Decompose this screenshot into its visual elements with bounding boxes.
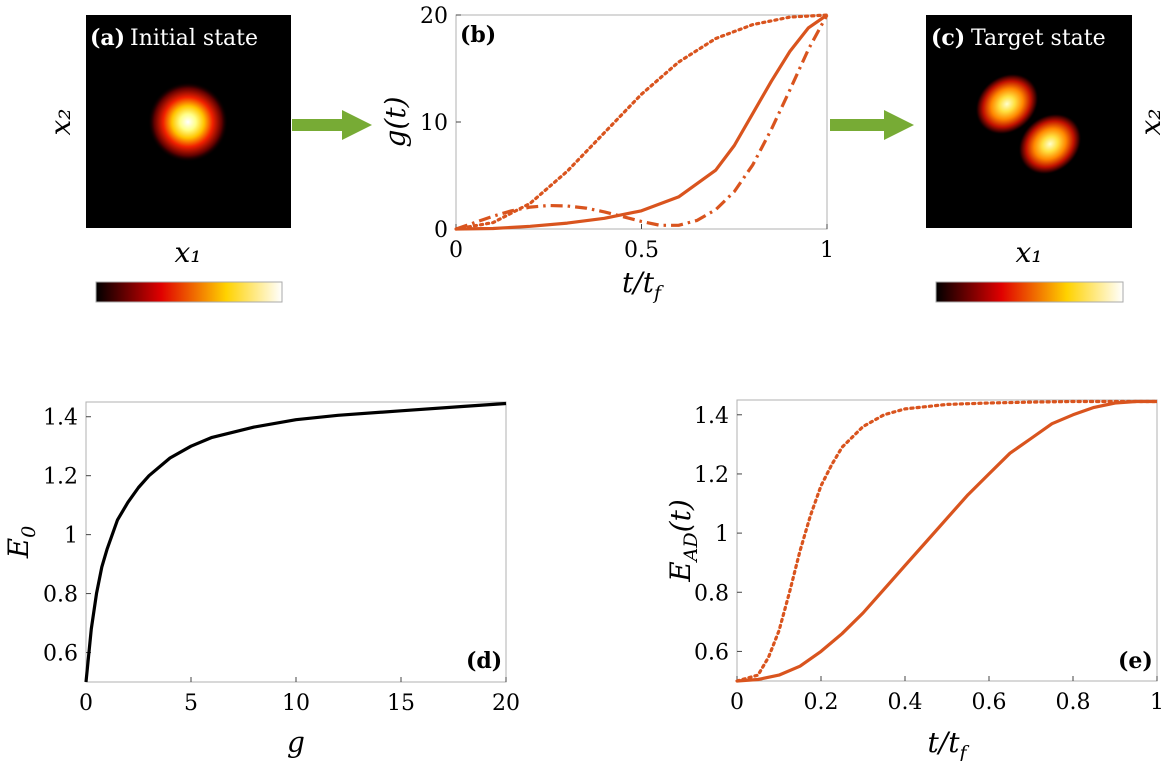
panel-c-ylabel: x₂	[1134, 108, 1167, 135]
chart-d-ytick-label: 1.2	[43, 465, 78, 490]
chart-d-xtick-label: 20	[492, 691, 520, 716]
panel-c-cbtick-0: 0	[931, 262, 941, 280]
chart-b-xtick-label: 0	[449, 238, 463, 263]
chart-b-series-solid	[456, 15, 827, 229]
panel-c-xlabel: x₁	[1015, 236, 1042, 269]
chart-b-ytick-label: 20	[420, 4, 448, 29]
chart-e-xtick-label: 0	[730, 690, 744, 715]
chart-e-xlabel: t/tf	[928, 726, 970, 761]
chart-d-xtick-label: 0	[79, 691, 93, 716]
chart-e-xtick-label: 0.4	[888, 690, 923, 715]
chart-e-xtick-label: 0.2	[804, 690, 839, 715]
panel-a-cbtick-2: 0.1	[200, 262, 224, 280]
chart-e-ytick-label: 1	[715, 522, 729, 547]
chart-d: 0 5 10 15 20 0.6 0.8 1 1.2 1.4 (d) g E0	[2, 402, 520, 759]
panel-a-cbtick-3: 0.15	[253, 262, 286, 280]
chart-e-frame	[737, 400, 1157, 681]
chart-b-ylabel: g(t)	[379, 96, 412, 147]
panel-a-wavepacket	[148, 82, 228, 162]
arrow-b-to-c	[830, 110, 914, 140]
chart-d-series-solid	[86, 404, 506, 683]
chart-e-series-solid	[737, 402, 1157, 682]
panel-a-colorbar	[96, 282, 282, 302]
chart-e-ytick-label: 0.6	[694, 640, 729, 665]
panel-a-label: (a)	[90, 25, 125, 51]
chart-e: 0 0.2 0.4 0.6 0.8 1 0.6 0.8 1 1.2 1.4 (e) t/tf EAD(t)	[664, 400, 1164, 761]
chart-d-ytick-label: 0.8	[43, 583, 78, 608]
chart-b-panel-label: (b)	[460, 22, 496, 48]
panel-c: (c) Target state 0 0.05 0.1 x₁ x₂	[926, 15, 1167, 302]
chart-d-ytick-label: 1.4	[43, 406, 78, 431]
panel-c-title: Target state	[971, 26, 1106, 51]
panel-c-colorbar	[936, 282, 1123, 302]
chart-d-panel-label: (d)	[466, 648, 502, 674]
panel-a: (a) Initial state 0 0.05 0.1 0.15 x₁ x₂	[44, 15, 291, 302]
chart-d-xlabel: g	[287, 726, 305, 759]
chart-d-frame	[86, 402, 506, 682]
chart-e-panel-label: (e)	[1118, 648, 1153, 674]
chart-e-xtick-label: 0.8	[1056, 690, 1091, 715]
panel-c-cbtick-2: 0.1	[1093, 262, 1117, 280]
chart-e-series-dotted	[737, 402, 1157, 682]
chart-d-xtick-label: 5	[184, 691, 198, 716]
chart-b-ytick-label: 10	[420, 111, 448, 136]
chart-b-ytick-label: 0	[434, 218, 448, 243]
panel-a-xlabel: x₁	[174, 236, 201, 269]
panel-a-ylabel: x₂	[44, 108, 77, 135]
chart-e-ytick-label: 1.2	[694, 463, 729, 488]
chart-d-xtick-label: 10	[282, 691, 310, 716]
arrow-a-to-b	[292, 110, 372, 140]
chart-d-ytick-label: 0.6	[43, 642, 78, 667]
panel-a-title: Initial state	[130, 26, 258, 51]
panel-c-label: (c)	[931, 25, 965, 51]
chart-e-xtick-label: 1	[1150, 690, 1164, 715]
chart-d-ytick-label: 1	[64, 524, 78, 549]
chart-b-series-dotted	[456, 15, 827, 229]
chart-e-ylabel: EAD(t)	[664, 499, 702, 583]
chart-b-series-dashdot	[456, 15, 827, 229]
chart-e-ytick-label: 1.4	[694, 404, 729, 429]
panel-a-cbtick-1: 0.05	[137, 262, 170, 280]
chart-e-xtick-label: 0.6	[972, 690, 1007, 715]
chart-b-xtick-label: 0.5	[624, 238, 659, 263]
chart-d-xtick-label: 15	[387, 691, 415, 716]
chart-e-ytick-label: 0.8	[694, 581, 729, 606]
chart-d-ylabel: E0	[2, 526, 40, 560]
panel-a-cbtick-0: 0	[91, 262, 101, 280]
chart-b-frame	[456, 15, 827, 229]
chart-b-xtick-label: 1	[820, 238, 834, 263]
chart-b-xlabel: t/tf	[622, 266, 664, 304]
